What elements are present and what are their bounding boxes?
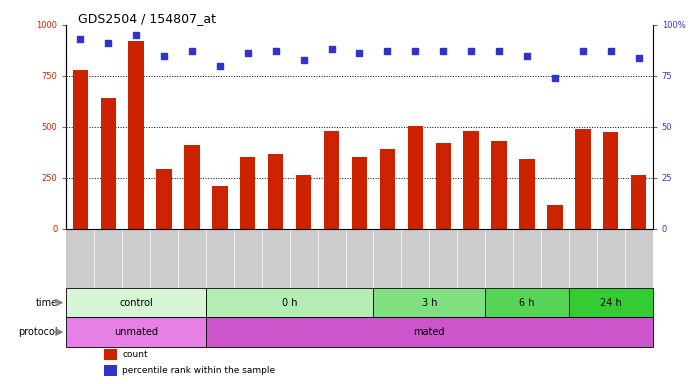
Point <box>214 63 225 69</box>
Point <box>158 53 170 59</box>
Text: 24 h: 24 h <box>600 298 622 308</box>
Point <box>298 56 309 63</box>
Point <box>326 46 337 53</box>
Bar <box>485 288 569 317</box>
Bar <box>380 149 395 229</box>
Point <box>466 48 477 55</box>
Bar <box>603 132 618 229</box>
Text: count: count <box>122 350 148 359</box>
Bar <box>373 288 485 317</box>
Text: unmated: unmated <box>114 327 158 337</box>
Text: 6 h: 6 h <box>519 298 535 308</box>
Point <box>382 48 393 55</box>
Bar <box>547 205 563 229</box>
Text: percentile rank within the sample: percentile rank within the sample <box>122 366 275 375</box>
Bar <box>519 159 535 229</box>
Bar <box>206 288 373 317</box>
Text: 3 h: 3 h <box>422 298 437 308</box>
Point <box>493 48 505 55</box>
Bar <box>436 143 451 229</box>
Point <box>549 75 560 81</box>
Text: mated: mated <box>413 327 445 337</box>
Bar <box>128 41 144 229</box>
Point <box>521 53 533 59</box>
Bar <box>491 141 507 229</box>
Point <box>270 48 281 55</box>
Bar <box>66 317 206 347</box>
Text: GDS2504 / 154807_at: GDS2504 / 154807_at <box>78 12 216 25</box>
Bar <box>296 175 311 229</box>
Bar <box>631 175 646 229</box>
Bar <box>206 317 653 347</box>
Text: control: control <box>119 298 153 308</box>
Point <box>438 48 449 55</box>
Bar <box>352 157 367 229</box>
Bar <box>324 131 339 229</box>
Text: protocol: protocol <box>18 327 58 337</box>
Point <box>354 50 365 56</box>
Point <box>131 32 142 38</box>
Bar <box>184 145 200 229</box>
Text: 0 h: 0 h <box>282 298 297 308</box>
Bar <box>156 169 172 229</box>
Bar <box>408 126 423 229</box>
Bar <box>105 349 117 359</box>
Point <box>103 40 114 46</box>
Point <box>633 55 644 61</box>
Bar <box>101 98 116 229</box>
Bar <box>240 157 255 229</box>
Point <box>410 48 421 55</box>
Bar <box>463 131 479 229</box>
Bar <box>73 70 88 229</box>
Point <box>577 48 588 55</box>
Bar <box>569 288 653 317</box>
Bar <box>105 365 117 376</box>
Bar <box>575 129 591 229</box>
Point <box>186 48 198 55</box>
Bar <box>268 154 283 229</box>
Point <box>605 48 616 55</box>
Point <box>75 36 86 42</box>
Point <box>242 50 253 56</box>
Bar <box>212 186 228 229</box>
Bar <box>66 288 206 317</box>
Text: time: time <box>36 298 58 308</box>
